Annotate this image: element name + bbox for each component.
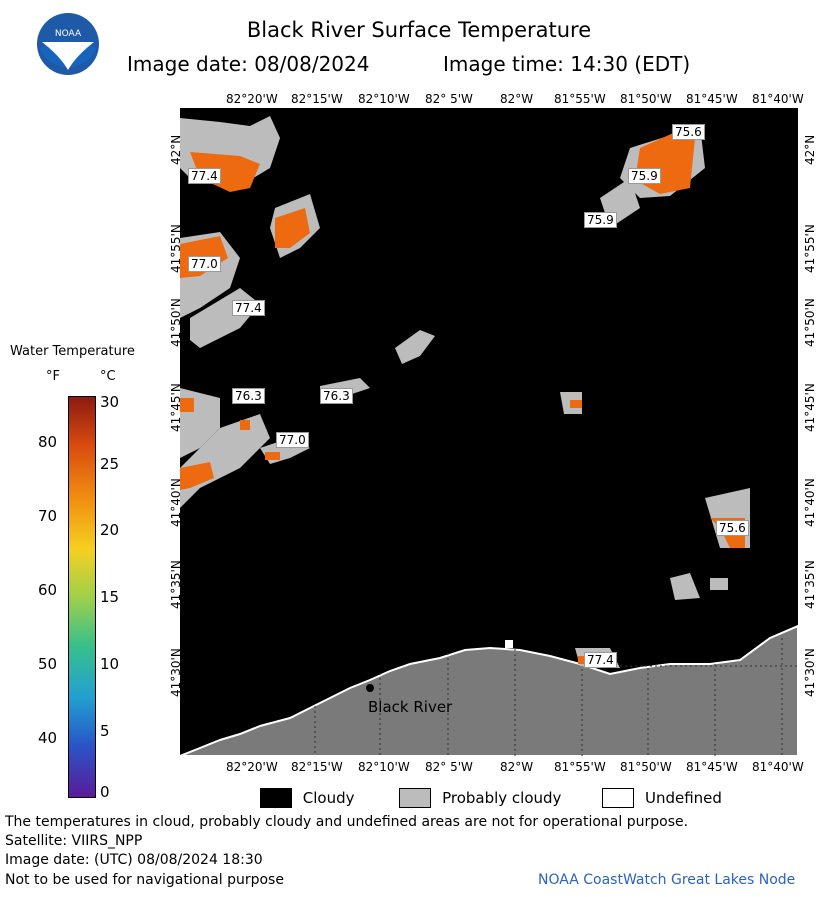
lat-tick: 42°N [803,134,817,165]
page-title: Black River Surface Temperature [246,18,592,42]
lon-tick: 82°10'W [358,760,410,774]
lon-tick: 82°15'W [291,760,343,774]
credit: NOAA CoastWatch Great Lakes Node [538,872,796,888]
lon-tick: 81°45'W [686,760,738,774]
cloudy-label: Cloudy [302,788,355,807]
lat-tick: 41°40'N [803,478,817,527]
image-time: Image time: 14:30 (EDT) [443,52,691,76]
temp-label: 75.9 [584,212,617,228]
temp-label: 75.6 [716,520,749,536]
lon-tick: 81°55'W [554,760,606,774]
c-tick: 20 [100,521,120,539]
lon-tick: 82°10'W [358,92,410,106]
unit-f: °F [46,369,60,384]
lon-tick: 82°20'W [226,760,278,774]
legend: Cloudy Probably cloudy Undefined [260,788,722,808]
noaa-logo: NOAA [37,13,99,75]
c-tick: 30 [100,393,120,411]
satellite: Satellite: VIIRS_NPP [5,833,143,849]
disclaimer: The temperatures in cloud, probably clou… [5,814,689,830]
utc-date: Image date: (UTC) 08/08/2024 18:30 [5,852,263,868]
temp-label: 76.3 [320,388,353,404]
f-tick: 40 [38,729,58,747]
lon-tick: 82°15'W [291,92,343,106]
temp-label: 77.4 [232,300,265,316]
cloudy-swatch [260,788,292,808]
lon-tick: 82° 5'W [425,92,473,106]
svg-text:NOAA: NOAA [55,29,82,39]
lon-tick: 82°W [500,92,534,106]
temp-label: 77.4 [584,652,617,668]
undefined-swatch [602,788,635,808]
f-tick: 80 [38,433,58,451]
temp-label: 77.0 [276,432,309,448]
lon-tick: 82° 5'W [425,760,473,774]
temp-label: 76.3 [232,388,265,404]
temp-label: 75.9 [628,168,661,184]
lat-tick: 41°45'N [803,383,817,432]
lon-tick: 81°50'W [620,760,672,774]
temp-label: 77.4 [188,168,221,184]
lon-tick: 82°W [500,760,534,774]
colorbar [68,396,96,798]
lon-tick: 81°40'W [752,92,804,106]
lat-tick: 41°30'N [803,648,817,697]
map-panel: 75.6 75.9 75.9 77.4 77.0 77.4 76.3 76.3 … [180,108,798,756]
f-tick: 50 [38,655,58,673]
f-tick: 70 [38,507,58,525]
colorbar-title: Water Temperature [10,344,135,359]
lon-tick: 81°50'W [620,92,672,106]
lon-tick: 82°20'W [226,92,278,106]
probably-cloudy-swatch [399,788,432,808]
lat-tick: 41°55'N [803,224,817,273]
c-tick: 25 [100,455,120,473]
c-tick: 5 [100,722,110,740]
unit-c: °C [100,369,116,384]
probably-cloudy-label: Probably cloudy [442,788,562,807]
map-canvas [180,116,798,756]
image-date: Image date: 08/08/2024 [127,52,370,76]
lon-tick: 81°55'W [554,92,606,106]
temp-label: 75.6 [672,124,705,140]
temp-label: 77.0 [188,256,221,272]
land-area [180,624,798,756]
lon-tick: 81°40'W [752,760,804,774]
c-tick: 15 [100,588,120,606]
lat-tick: 41°50'N [803,298,817,347]
c-tick: 0 [100,783,110,801]
nav-warning: Not to be used for navigational purpose [5,872,284,888]
undefined-label: Undefined [644,788,722,807]
lon-tick: 81°45'W [686,92,738,106]
f-tick: 60 [38,581,58,599]
c-tick: 10 [100,655,120,673]
lat-tick: 41°35'N [803,560,817,609]
black-river-label: Black River [368,698,453,716]
